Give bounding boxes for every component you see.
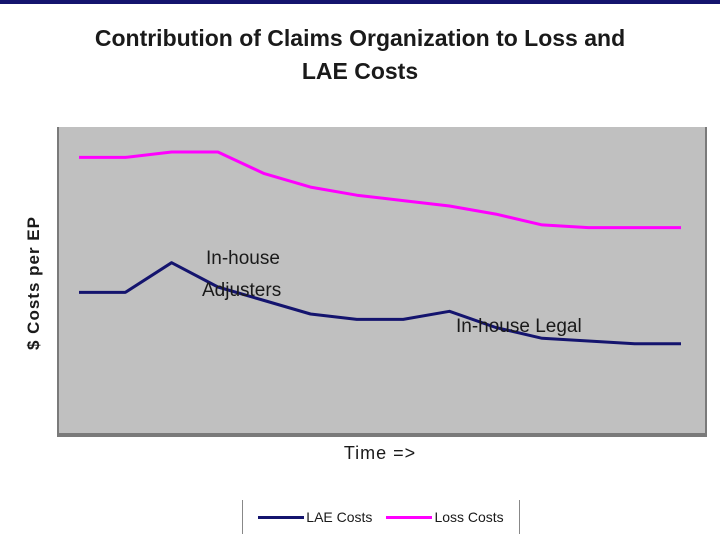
legend-label-lae: LAE Costs xyxy=(306,509,373,525)
chart-title-line-2: LAE Costs xyxy=(301,58,419,84)
x-axis-label: Time => xyxy=(343,443,417,463)
annotation-legal: In-house Legal xyxy=(456,316,582,337)
legend-swatch-loss xyxy=(386,515,433,519)
annotation-adjusters-line-1: In-house xyxy=(206,248,280,269)
plot-area xyxy=(59,127,705,433)
legend: LAE Costs Loss Costs xyxy=(242,500,520,534)
series-line-lae-costs xyxy=(79,261,681,346)
legend-item-loss: Loss Costs xyxy=(386,509,504,525)
legend-swatch-lae xyxy=(258,515,305,519)
annotation-adjusters-line-2: Adjusters xyxy=(202,280,281,301)
chart-title-line-1: Contribution of Claims Organization to L… xyxy=(94,25,626,51)
top-rule xyxy=(0,0,720,4)
series-line-loss-costs xyxy=(79,150,681,230)
chart-title: Contribution of Claims Organization to L… xyxy=(40,22,680,88)
legend-label-loss: Loss Costs xyxy=(434,509,504,525)
legend-item-lae: LAE Costs xyxy=(258,509,372,525)
